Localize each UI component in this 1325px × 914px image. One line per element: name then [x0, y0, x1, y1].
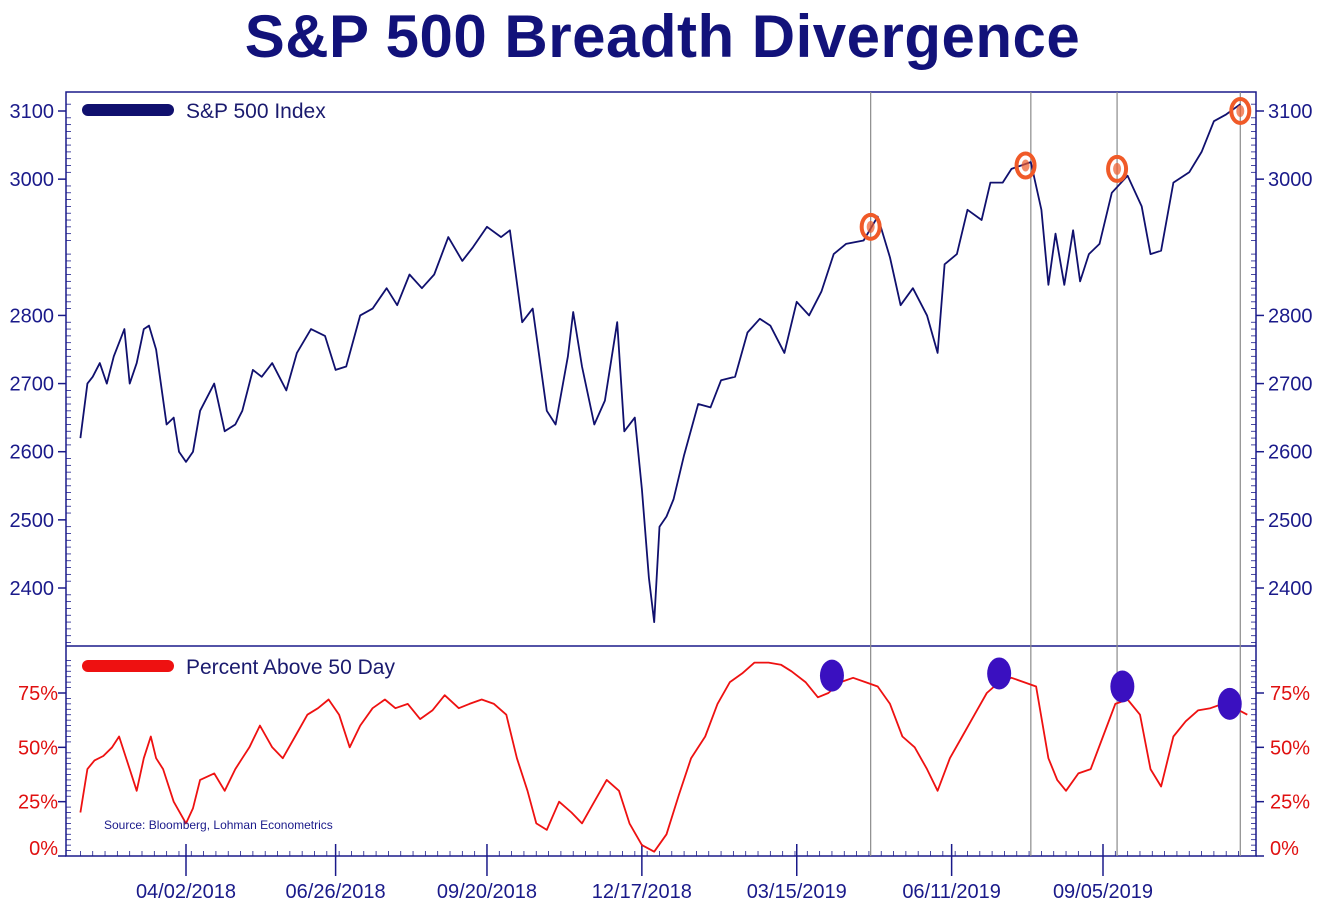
upper-legend: S&P 500 Index [82, 100, 326, 123]
upper-y-tick-label-right: 2500 [1268, 510, 1313, 532]
red-circle-annotation [1229, 97, 1252, 125]
lower-y-tick-label-left: 50% [18, 737, 58, 759]
red-circle-annotation [1106, 154, 1129, 183]
x-tick-label: 04/02/2018 [136, 881, 236, 903]
source-note: Source: Bloomberg, Lohman Econometrics [104, 818, 333, 832]
lower-y-tick-label-right: 50% [1270, 737, 1310, 759]
lower-y-axis: 0% 0% 25% 25% 50% 50% 75% 75% [18, 683, 1310, 860]
red-circle-annotation [859, 212, 882, 241]
upper-y-tick-label-right: 3100 [1268, 101, 1313, 123]
chart-title: S&P 500 Breadth Divergence [244, 3, 1081, 70]
x-tick-label: 09/05/2019 [1053, 881, 1153, 903]
blue-dot-annotation [1217, 687, 1242, 720]
upper-y-tick-label-left: 2400 [10, 578, 55, 600]
upper-y-tick-label-left: 3100 [10, 101, 55, 123]
x-tick-label: 06/11/2019 [902, 881, 1001, 903]
minor-tick-marks [66, 103, 1256, 856]
sp500-series-line [79, 103, 1241, 623]
x-tick-label: 12/17/2018 [592, 881, 692, 903]
red-circle-annotation-fill [1113, 162, 1122, 175]
upper-y-tick-label-left: 2700 [10, 374, 55, 396]
percent-above-50-day-series-line [79, 661, 1248, 853]
upper-y-tick-label-left: 3000 [10, 169, 55, 191]
lower-y-tick-label-right: 25% [1270, 792, 1310, 814]
lower-y-tick-label-left: 0% [29, 838, 58, 860]
lower-legend-label: Percent Above 50 Day [186, 656, 395, 679]
plot-frame [65, 91, 1257, 857]
upper-y-tick-label-left: 2600 [10, 442, 55, 464]
upper-y-tick-label-right: 3000 [1268, 169, 1313, 191]
upper-y-tick-label-left: 2500 [10, 510, 55, 532]
upper-y-tick-label-right: 2400 [1268, 578, 1313, 600]
lower-legend: Percent Above 50 Day [82, 656, 395, 679]
upper-y-tick-label-right: 2800 [1268, 305, 1313, 327]
upper-legend-swatch [82, 104, 174, 116]
vertical-markers [870, 92, 1241, 856]
upper-y-axis: 2400 2400 2500 2500 2600 2600 2700 2700 2800 2800… [10, 101, 1313, 600]
red-circle-annotation [1014, 151, 1037, 180]
lower-y-tick-label-right: 75% [1270, 683, 1310, 705]
upper-y-tick-label-right: 2600 [1268, 442, 1313, 464]
x-tick-label: 06/26/2018 [286, 881, 386, 903]
upper-legend-label: S&P 500 Index [186, 100, 326, 123]
red-circle-annotation-fill [1236, 105, 1245, 117]
blue-dot-annotation [819, 659, 844, 692]
lower-y-tick-label-left: 25% [18, 792, 58, 814]
lower-legend-swatch [82, 660, 174, 672]
x-tick-label: 03/15/2019 [747, 881, 847, 903]
blue-dot-annotation [987, 657, 1012, 690]
upper-y-tick-label-left: 2800 [10, 305, 55, 327]
x-axis: 04/02/2018 06/26/2018 09/20/2018 12/17/2018… [136, 844, 1153, 903]
blue-dot-annotation [1110, 670, 1135, 703]
lower-y-tick-label-left: 75% [18, 683, 58, 705]
upper-y-tick-label-right: 2700 [1268, 374, 1313, 396]
red-circle-annotation-fill [866, 220, 875, 233]
lower-y-tick-label-right: 0% [1270, 838, 1299, 860]
x-tick-label: 09/20/2018 [437, 881, 537, 903]
red-circle-annotation-fill [1021, 159, 1030, 172]
annotation-marks [819, 97, 1252, 720]
